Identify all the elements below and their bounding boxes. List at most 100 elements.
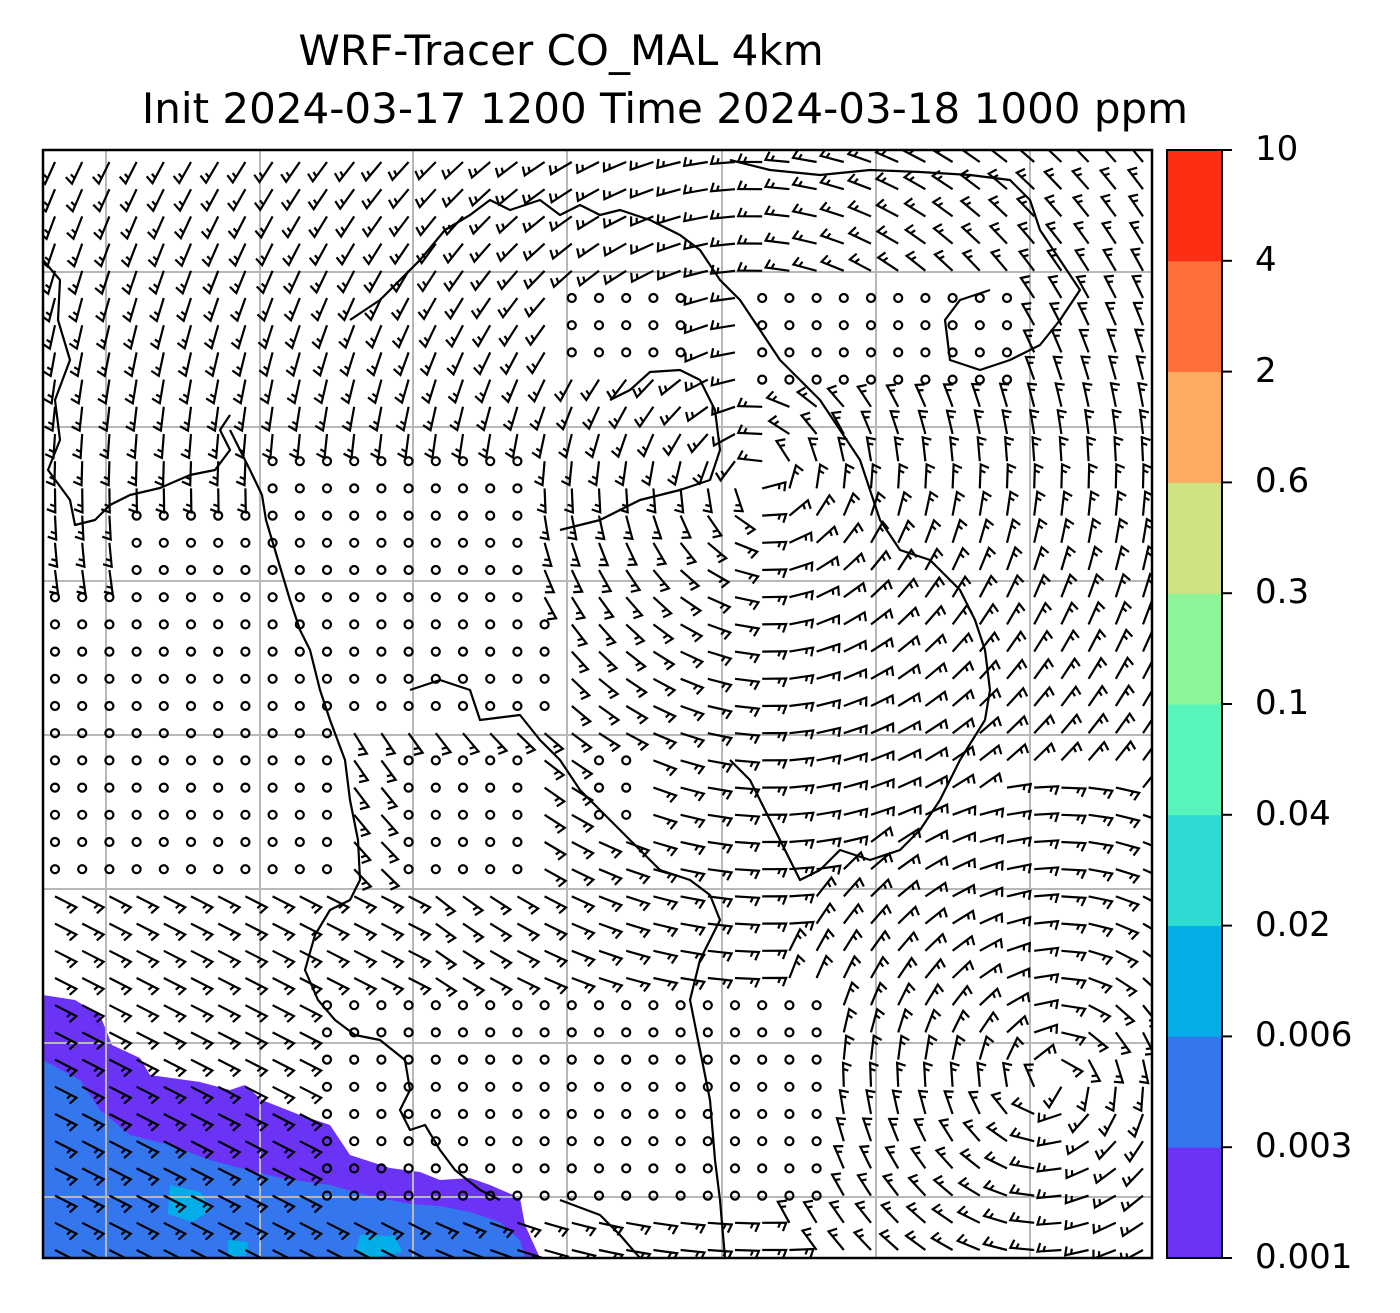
calm-wind-marker (131, 700, 142, 712)
calm-wind-marker (158, 619, 169, 630)
wind-barb (462, 895, 485, 917)
calm-wind-marker (158, 510, 169, 521)
calm-wind-marker (512, 456, 523, 467)
calm-wind-marker (648, 320, 659, 331)
wind-barb (707, 569, 731, 589)
wind-barbs (43, 150, 1152, 1258)
wind-barb (527, 379, 546, 404)
calm-wind-marker (593, 1163, 605, 1174)
wind-barb (504, 433, 519, 460)
calm-wind-marker (784, 1054, 795, 1065)
wind-barb (1005, 462, 1017, 489)
wind-barb (339, 352, 356, 378)
wind-barb (1114, 1031, 1132, 1056)
calm-wind-marker (675, 1163, 686, 1174)
wind-barb (499, 351, 519, 376)
calm-wind-marker (485, 510, 496, 521)
wind-barb (1060, 684, 1082, 707)
wind-barb (1086, 435, 1097, 462)
wind-barb (734, 568, 760, 585)
wind-barb (897, 904, 920, 925)
wind-barb (442, 242, 464, 265)
wind-barb (1006, 836, 1033, 847)
wind-barb (957, 1176, 981, 1197)
wind-barb (1115, 977, 1138, 998)
calm-wind-marker (294, 456, 305, 467)
wind-barb (285, 352, 301, 378)
wind-barb (380, 868, 401, 891)
calm-wind-marker (349, 1136, 360, 1147)
wind-barb (598, 1248, 625, 1258)
wind-barb (571, 976, 597, 994)
wind-barb (924, 957, 946, 979)
calm-wind-marker (811, 374, 822, 385)
wind-barb (816, 555, 840, 571)
coastline-inner-ridge (559, 368, 722, 532)
calm-wind-marker (702, 1190, 713, 1201)
wind-barb (190, 1221, 215, 1241)
wind-barb (1034, 972, 1060, 984)
wind-barb (1131, 274, 1144, 299)
wind-barb (521, 188, 546, 206)
calm-wind-marker (131, 728, 142, 739)
wind-barb (1114, 600, 1133, 625)
calm-wind-marker (566, 1190, 577, 1201)
calm-wind-marker (593, 292, 605, 304)
calm-wind-marker (512, 592, 523, 603)
wind-barb (1142, 774, 1152, 789)
calm-wind-marker (403, 673, 414, 684)
wind-barb (517, 1221, 543, 1238)
wind-barb (1087, 490, 1100, 516)
calm-wind-marker (485, 700, 496, 712)
calm-wind-marker (457, 1108, 469, 1120)
wind-barb (571, 1221, 597, 1237)
wind-barb (838, 1088, 849, 1115)
calm-wind-marker (566, 292, 577, 304)
wind-barb (1088, 895, 1114, 910)
calm-wind-marker (77, 700, 88, 712)
wind-barb (1141, 572, 1152, 598)
wind-barb (571, 732, 594, 754)
wind-barb (680, 1221, 707, 1234)
wind-barb (533, 461, 546, 487)
calm-wind-marker (811, 1136, 822, 1147)
coastline-main-peninsula (229, 429, 501, 1201)
wind-barb (190, 1085, 215, 1105)
calm-wind-marker (566, 1136, 577, 1147)
wind-barb (917, 409, 929, 435)
wind-barb (852, 1228, 872, 1251)
calm-wind-marker (757, 1136, 768, 1147)
wind-barb (707, 976, 734, 989)
calm-wind-marker (77, 864, 88, 875)
calm-wind-marker (240, 619, 251, 630)
wind-barb (885, 383, 900, 408)
wind-barb (1092, 1194, 1117, 1210)
wind-barb (858, 1145, 872, 1169)
wind-barb (462, 949, 486, 970)
wind-barb (924, 661, 948, 680)
wind-barb (924, 774, 949, 789)
wind-barb (1087, 656, 1108, 680)
wind-barb (653, 976, 679, 992)
wind-barb (163, 895, 188, 915)
wind-barb (1073, 247, 1090, 272)
wind-barb (1070, 167, 1090, 190)
calm-wind-marker (403, 1027, 414, 1038)
wind-barb (734, 976, 761, 988)
wind-barb (960, 150, 981, 163)
wind-barb (299, 1140, 324, 1159)
wind-barb (598, 650, 619, 673)
wind-barb (272, 1004, 296, 1023)
wind-barb (136, 1249, 155, 1258)
calm-wind-marker (485, 782, 496, 793)
wind-barb (707, 840, 734, 854)
colorbar-segment (1167, 925, 1222, 1037)
calm-wind-marker (675, 320, 686, 331)
wind-barb (516, 977, 541, 996)
wind-barb (1107, 355, 1119, 380)
wind-barb (733, 488, 745, 513)
wind-barb (544, 868, 568, 888)
wind-barb (924, 689, 949, 707)
calm-wind-marker (593, 1108, 605, 1120)
calm-wind-marker (321, 1054, 333, 1065)
